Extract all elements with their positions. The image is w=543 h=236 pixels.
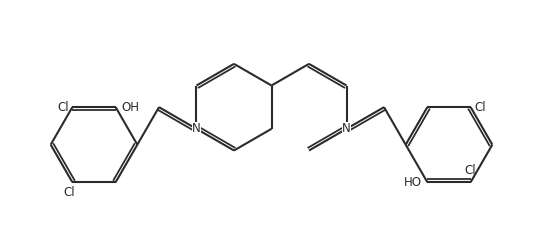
Text: Cl: Cl [63, 186, 74, 199]
Text: Cl: Cl [465, 164, 476, 177]
Text: N: N [342, 122, 351, 135]
Text: OH: OH [121, 101, 139, 114]
Text: HO: HO [404, 176, 422, 189]
Text: Cl: Cl [474, 101, 486, 114]
Text: N: N [192, 122, 201, 135]
Text: Cl: Cl [57, 101, 69, 114]
